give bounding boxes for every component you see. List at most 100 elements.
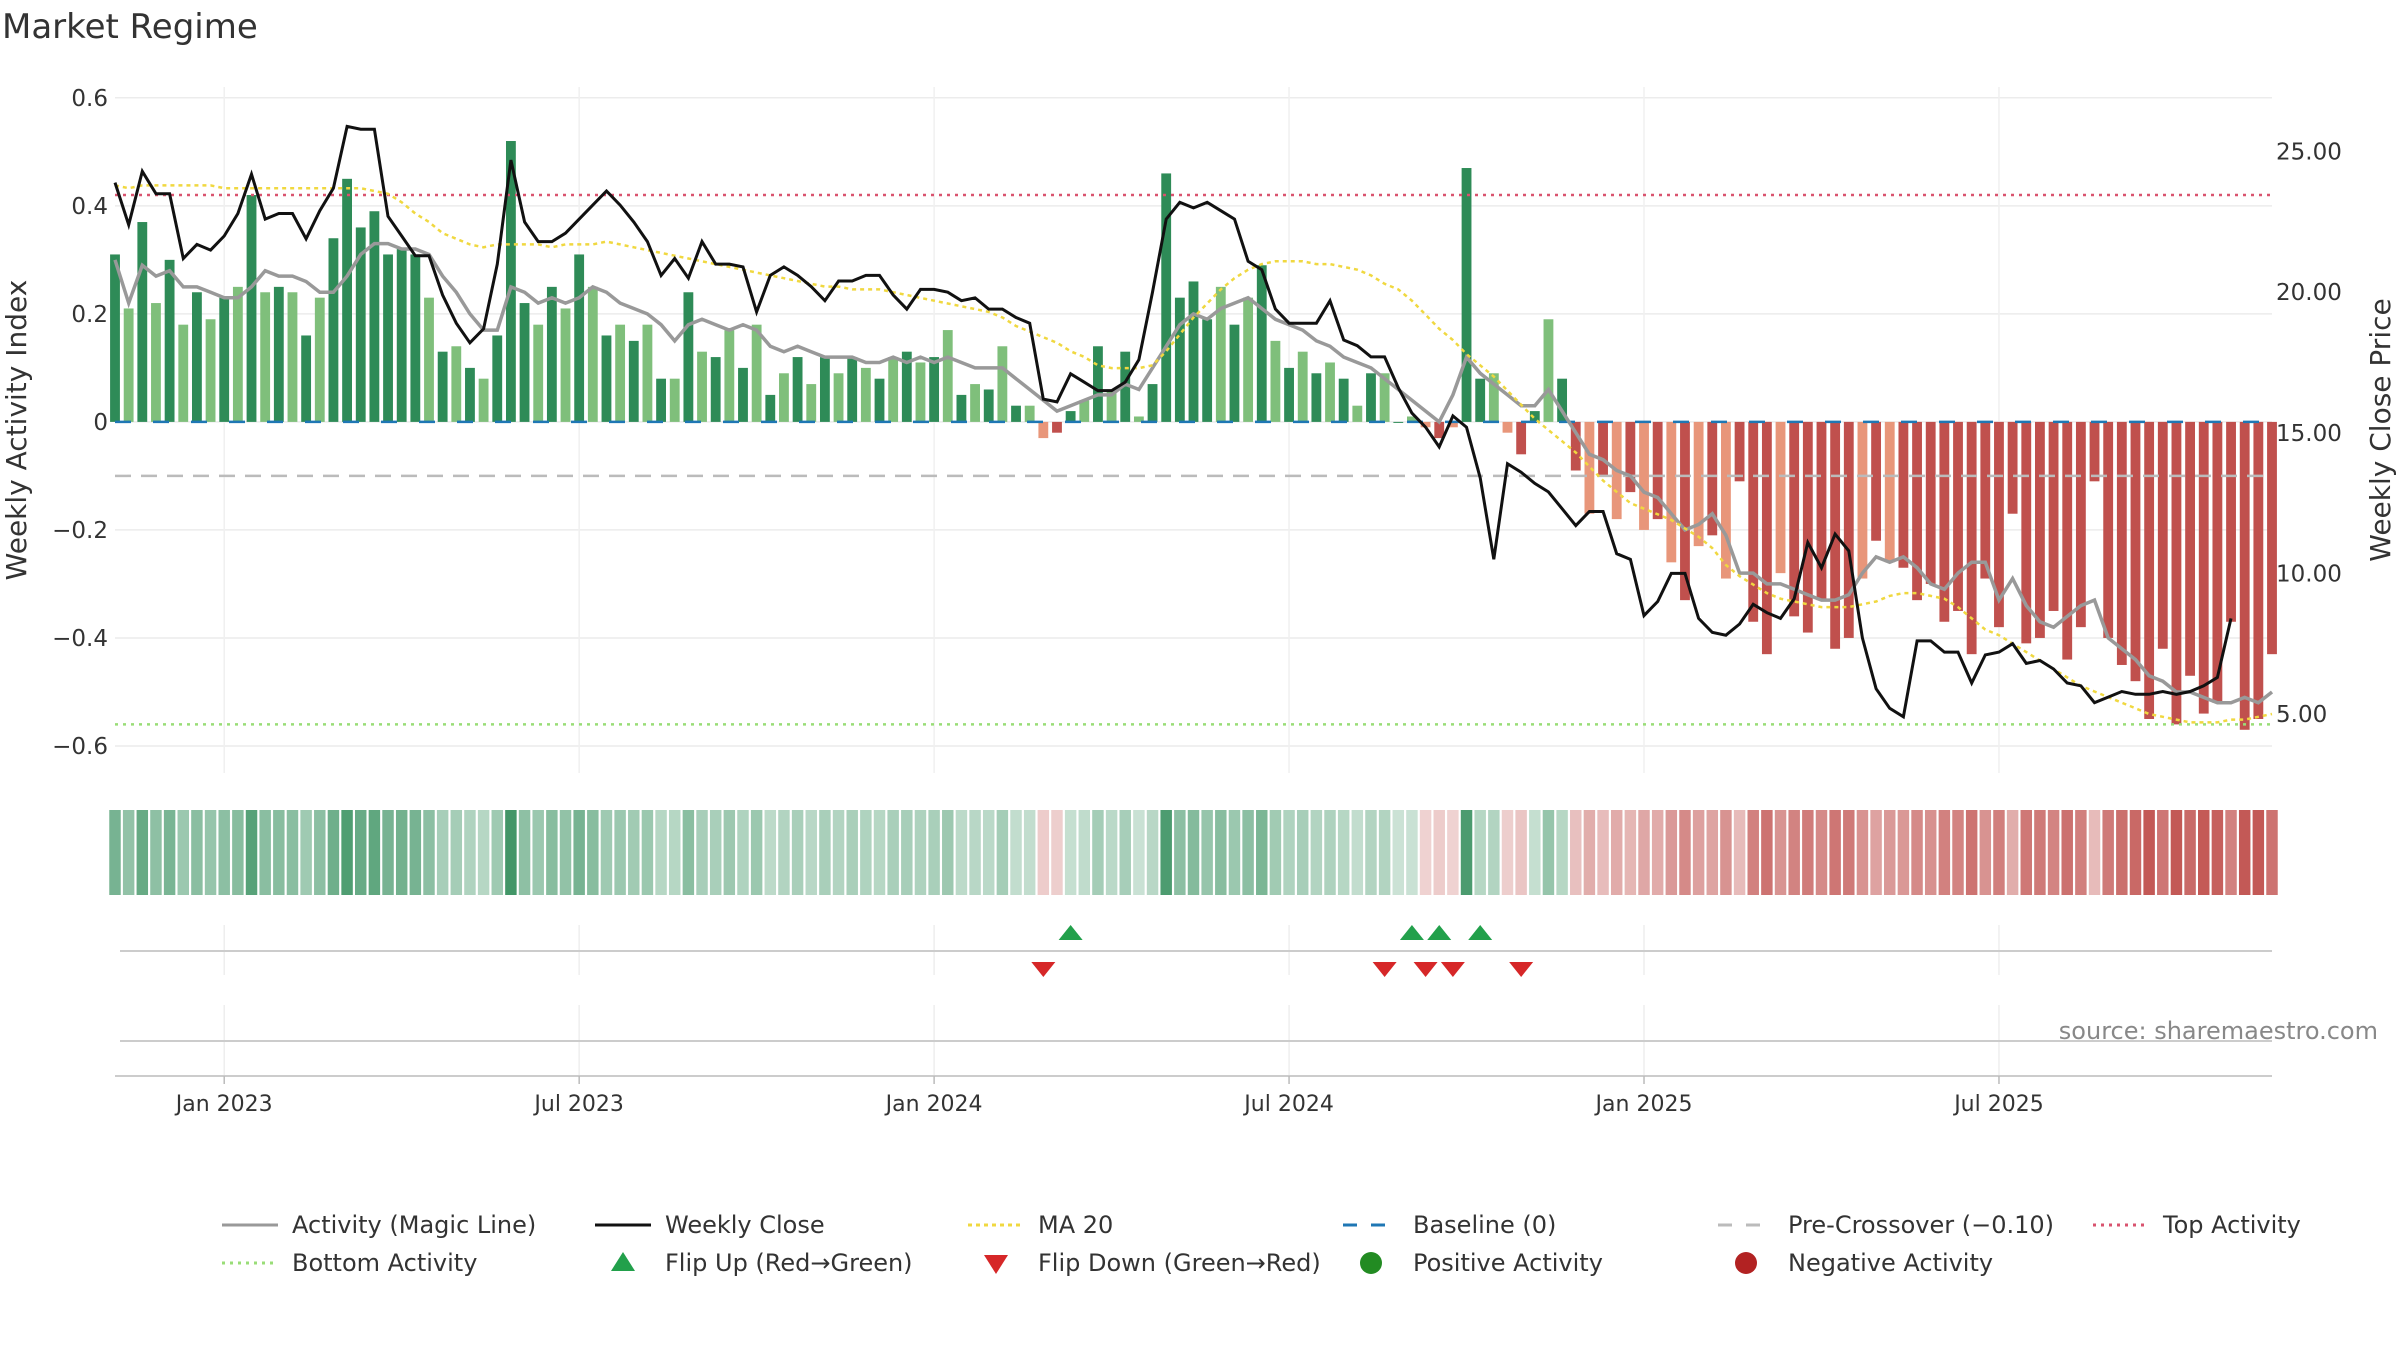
activity-bar [1543,319,1554,422]
regime-cell [1174,810,1186,895]
activity-bar [970,384,980,422]
legend-label: Positive Activity [1413,1249,1603,1277]
regime-cell [1296,810,1309,895]
regime-cell [2102,810,2114,895]
activity-bar [1270,340,1281,422]
activity-bar [1297,351,1308,422]
legend: Activity (Magic Line) Weekly Close MA 20 Ba… [222,1211,2301,1277]
regime-cell [1542,810,1555,895]
activity-bar [792,357,803,422]
activity-bar [1447,421,1458,428]
activity-bar [2253,421,2264,719]
regime-cell [1201,810,1213,895]
regime-cell [491,810,503,895]
x-tick-label: Jul 2025 [1952,1092,2044,1117]
regime-cell [1283,810,1295,895]
regime-cell [996,810,1009,895]
regime-strip [109,810,2278,895]
activity-bar [669,378,680,422]
dot-green-icon [1360,1252,1382,1274]
flip-down-marker [1413,962,1438,977]
regime-cell [2075,810,2087,895]
regime-cell [409,810,422,895]
activity-bar [1079,400,1090,422]
regime-cell [1761,810,1773,895]
regime-cell [1160,810,1172,895]
regime-cell [1310,810,1323,895]
activity-bar [560,308,571,422]
left-tick-label: 0.6 [71,86,108,112]
flip-down-marker [1372,962,1397,977]
regime-cell [2061,810,2073,895]
activity-bar [1516,421,1527,455]
regime-cell [1938,810,1951,895]
regime-cell [2198,810,2210,895]
regime-cell [423,810,435,895]
regime-cell [709,810,722,895]
regime-cell [1269,810,1282,895]
regime-cell [300,810,312,895]
activity-bar [164,259,175,422]
activity-bar [314,297,325,422]
activity-bar [1598,421,1608,476]
activity-bar [1106,389,1117,422]
regime-cell [1146,810,1159,895]
activity-bar [355,227,366,422]
regime-cell [1515,810,1527,895]
activity-bar [751,324,762,422]
regime-cell [1774,810,1787,895]
regime-cell [477,810,490,895]
regime-cell [860,810,872,895]
regime-cell [887,810,899,895]
activity-bar [683,292,694,422]
regime-cell [1051,810,1063,895]
regime-cell [778,810,790,895]
right-tick-label: 5.00 [2276,702,2327,728]
regime-cell [1433,810,1445,895]
regime-cell [286,810,299,895]
regime-cell [1242,810,1254,895]
activity-bar [178,324,189,422]
regime-cell [1870,810,1882,895]
regime-cell [1788,810,1800,895]
activity-bar [246,195,257,422]
activity-bar [806,384,817,422]
regime-cell [682,810,695,895]
regime-cell [1501,810,1514,895]
x-axis-ticks: Jan 2023 Jul 2023 Jan 2024 Jul 2024 Jan 2025… [174,1076,2044,1117]
regime-cell [368,810,381,895]
activity-bar [546,286,557,422]
regime-cell [1952,810,1964,895]
regime-cell [1651,810,1664,895]
activity-bar [942,330,953,422]
regime-cell [1133,810,1145,895]
left-tick-label: −0.2 [52,518,108,544]
regime-cell [1256,810,1268,895]
activity-bar [1243,297,1254,422]
regime-cell [150,810,162,895]
regime-cell [273,810,285,895]
regime-cell [1488,810,1500,895]
legend-label: Weekly Close [665,1211,825,1239]
activity-bar [2021,421,2032,644]
regime-cell [2184,810,2196,895]
legend-label: Pre-Crossover (−0.10) [1788,1211,2054,1239]
activity-bar [519,303,530,422]
left-tick-label: 0 [93,410,108,436]
reference-lines [115,193,2272,726]
activity-bar [533,324,544,422]
activity-bar [1215,286,1226,422]
regime-cell [1884,810,1896,895]
activity-bar [1352,405,1363,422]
activity-bar [833,373,844,422]
regime-cell [2252,810,2265,895]
activity-bar [2048,421,2059,611]
activity-bar [1256,265,1267,422]
activity-bar [2157,421,2168,649]
activity-bar [1980,421,1991,579]
left-tick-label: −0.6 [52,734,108,760]
regime-cell [955,810,968,895]
activity-bar [1188,281,1199,422]
regime-cell [1228,810,1241,895]
